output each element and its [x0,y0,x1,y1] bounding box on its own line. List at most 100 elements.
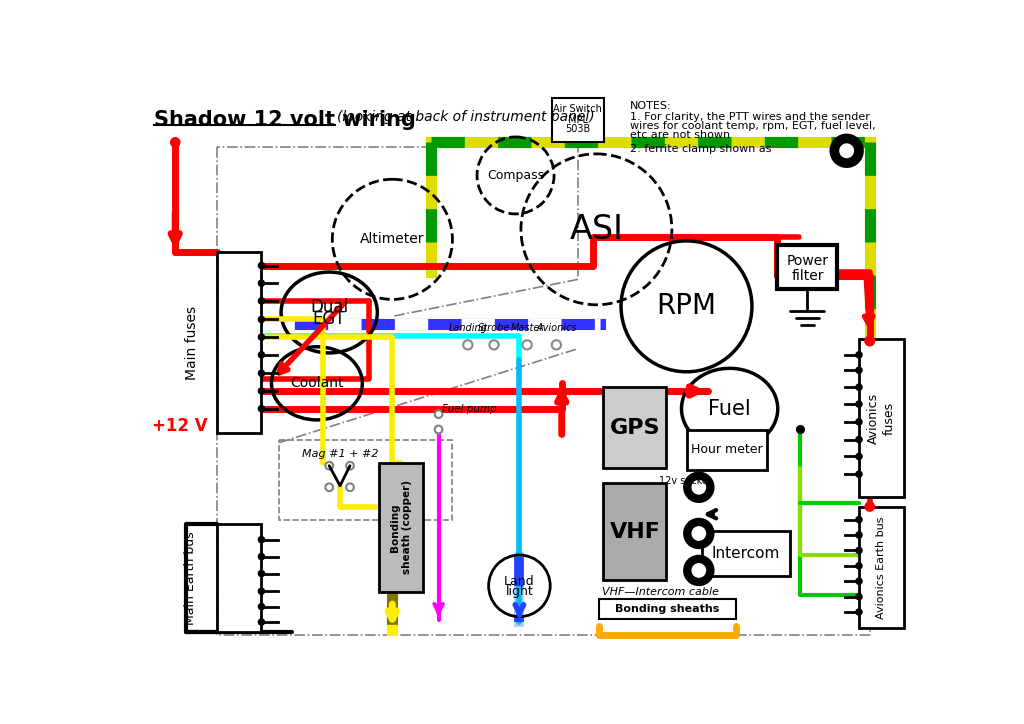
Circle shape [258,554,264,560]
Text: Power: Power [786,254,828,268]
Text: Avionics: Avionics [537,324,577,333]
Circle shape [258,388,264,394]
Text: filter: filter [792,269,823,283]
Circle shape [856,532,862,538]
Circle shape [856,563,862,569]
Text: Fuel pump: Fuel pump [442,404,498,414]
Circle shape [856,578,862,584]
Bar [552,98,604,143]
Circle shape [552,340,561,350]
Circle shape [346,462,354,470]
Text: Avionics Earth bus: Avionics Earth bus [877,516,887,618]
Text: +12 V: +12 V [153,417,208,434]
Circle shape [326,462,333,470]
Circle shape [856,437,862,442]
Text: Hour meter: Hour meter [691,443,763,456]
Circle shape [258,352,264,358]
Text: RPM: RPM [656,292,717,320]
Circle shape [326,484,333,491]
Bar [379,463,423,592]
Circle shape [856,367,862,374]
Circle shape [258,604,264,610]
Bar [603,484,667,580]
Circle shape [865,337,874,345]
Text: ASI: ASI [569,213,624,246]
Bar [280,439,453,521]
Text: Landing: Landing [449,324,487,333]
Circle shape [258,405,264,412]
Text: NOTES:: NOTES: [630,101,671,111]
Text: Altimeter: Altimeter [360,232,425,246]
Circle shape [435,426,442,434]
Bar [701,531,791,576]
Circle shape [258,571,264,576]
Circle shape [856,384,862,390]
Text: Intercom: Intercom [712,546,780,561]
Circle shape [463,340,472,350]
Text: Fuel: Fuel [709,399,751,418]
Circle shape [856,453,862,460]
Bar [686,429,767,470]
Circle shape [258,298,264,304]
Circle shape [258,262,264,269]
Circle shape [435,411,442,418]
Circle shape [258,370,264,376]
Text: Air Switch: Air Switch [554,104,602,114]
Circle shape [797,426,804,434]
Text: 2. ferrite clamp shown as: 2. ferrite clamp shown as [630,144,771,154]
Circle shape [489,340,499,350]
Bar [217,524,261,632]
Circle shape [346,484,354,491]
Text: 503B: 503B [565,124,591,134]
Text: (looking at back of instrument panel): (looking at back of instrument panel) [337,110,595,124]
Circle shape [687,559,711,582]
Bar [777,245,838,290]
Circle shape [856,418,862,425]
Text: Land: Land [504,576,535,589]
Text: GPS: GPS [609,418,660,437]
Circle shape [856,609,862,615]
Text: Bonding
sheath (copper): Bonding sheath (copper) [390,480,412,574]
Text: wires for coolant temp, rpm, EGT, fuel level,: wires for coolant temp, rpm, EGT, fuel l… [630,121,876,131]
Bar [599,599,736,619]
Text: Compass: Compass [487,169,544,182]
Bar [217,253,261,434]
Text: MPL: MPL [568,114,588,125]
Circle shape [856,594,862,599]
Text: VHF—Intercom cable: VHF—Intercom cable [602,587,719,597]
Text: Shadow 12 volt wiring: Shadow 12 volt wiring [154,110,416,130]
Circle shape [258,619,264,625]
Text: Main Earth bus: Main Earth bus [184,531,197,625]
Text: etc are not shown: etc are not shown [630,130,730,140]
Circle shape [258,280,264,286]
Text: light: light [506,586,534,599]
Text: Coolant: Coolant [290,376,344,390]
Circle shape [856,516,862,523]
Text: Avionics
fuses: Avionics fuses [867,393,895,444]
Circle shape [856,471,862,477]
Bar [859,340,903,497]
Circle shape [865,502,874,511]
Circle shape [171,138,180,147]
Text: Master: Master [510,324,544,333]
Text: 12v socket: 12v socket [658,476,712,486]
Circle shape [865,337,874,345]
Text: Strobe: Strobe [478,324,510,333]
Text: EGT: EGT [312,311,346,329]
Circle shape [258,588,264,594]
Bar [859,507,903,628]
Text: 1. For clarity, the PTT wires and the sender: 1. For clarity, the PTT wires and the se… [630,111,869,122]
Text: Mag #1 + #2: Mag #1 + #2 [302,449,378,459]
Circle shape [835,138,859,163]
Bar [603,387,667,468]
Text: Bonding sheaths: Bonding sheaths [615,604,720,614]
Circle shape [856,401,862,407]
Circle shape [856,547,862,554]
Text: Dual: Dual [310,298,348,316]
Circle shape [522,340,531,350]
Text: VHF: VHF [609,521,660,542]
Circle shape [258,536,264,543]
Circle shape [687,522,711,545]
Circle shape [258,334,264,340]
Circle shape [687,476,711,499]
